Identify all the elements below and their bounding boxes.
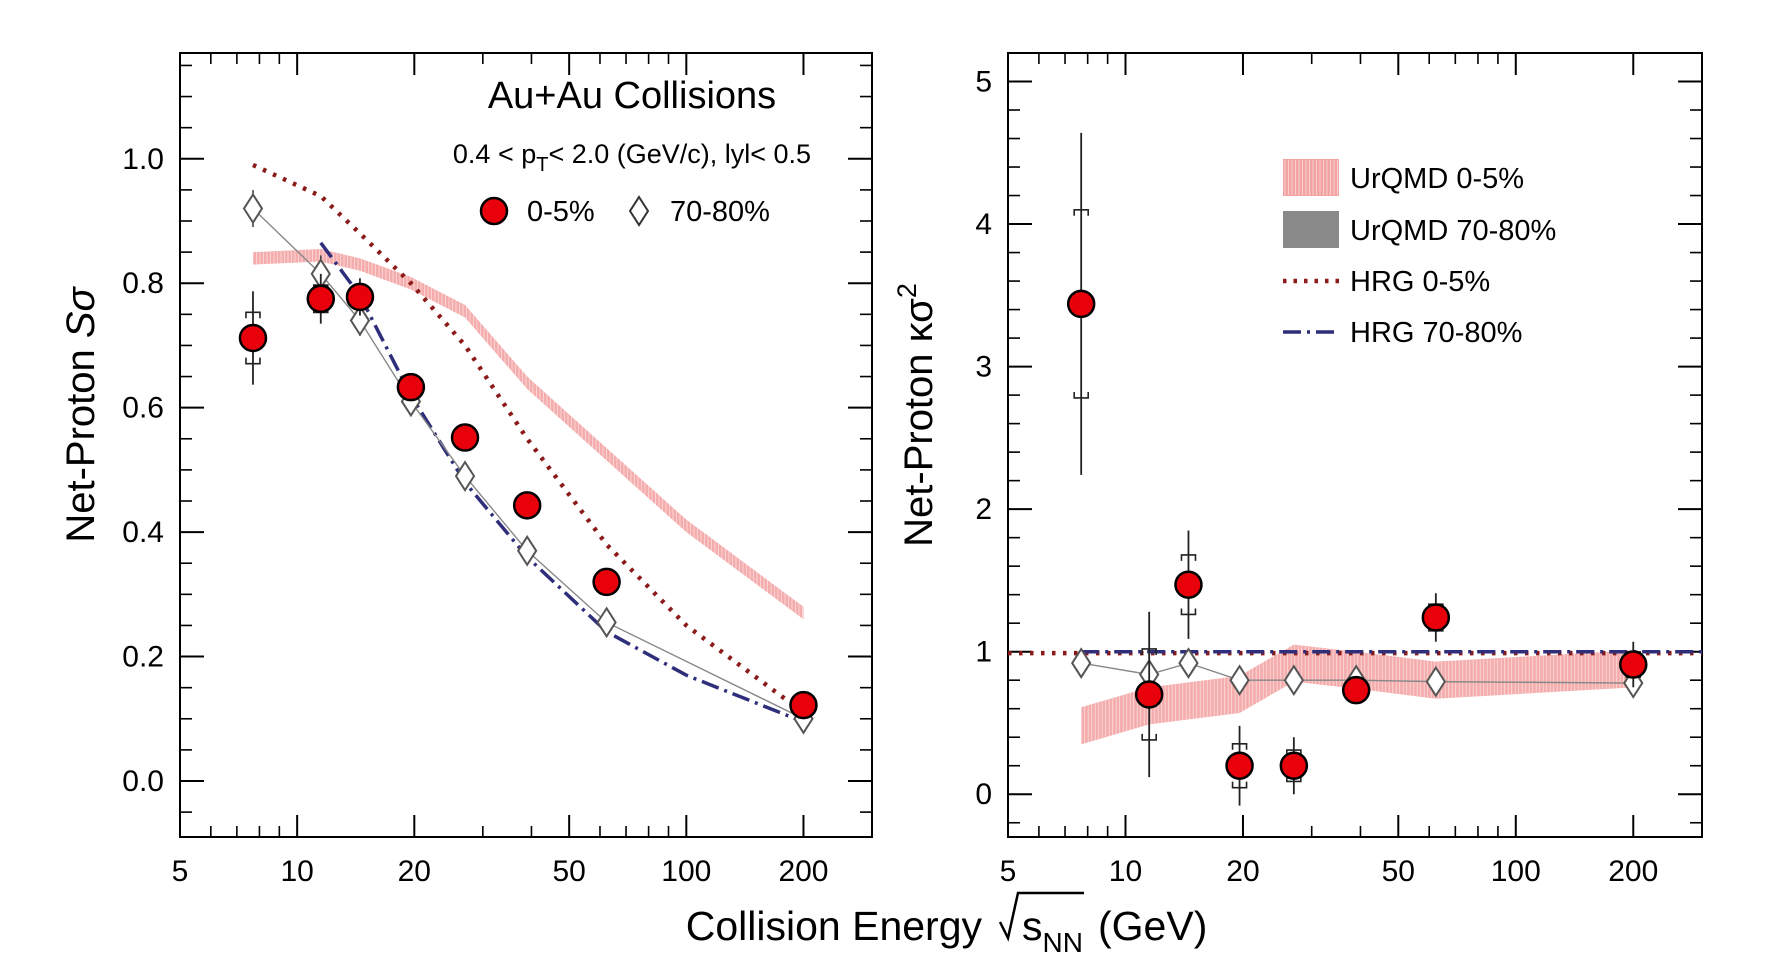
left-central-point xyxy=(306,284,336,314)
right-central-syst-bottom xyxy=(1231,781,1248,789)
left-peripheral-point xyxy=(454,460,476,492)
right-plot-area xyxy=(1008,132,1702,806)
legend-marker-70-80 xyxy=(628,195,650,227)
right-peripheral-point xyxy=(1071,647,1092,679)
sqrt-symbol xyxy=(998,891,1084,942)
legend-label-hrg-central: HRG 0-5% xyxy=(1350,266,1490,298)
left-peripheral-point xyxy=(242,192,264,225)
right-plot-frame xyxy=(1007,52,1703,838)
legend-swatch-hatch xyxy=(1284,160,1338,195)
left-ytick-label: 0.6 xyxy=(122,392,164,425)
legend-label-urqmd-peripheral: UrQMD 70-80% xyxy=(1350,215,1556,247)
legend-label-70-80: 70-80% xyxy=(670,196,770,228)
left-urqmd-hatch xyxy=(252,249,803,619)
right-series xyxy=(1008,132,1702,806)
legend-label-urqmd-central: UrQMD 0-5% xyxy=(1350,163,1524,195)
left-ytick-label: 0.2 xyxy=(122,641,164,674)
x-axis-title-unit: (GeV) xyxy=(1098,903,1207,949)
right-central-point xyxy=(1134,680,1164,709)
right-ytick-label: 3 xyxy=(975,351,992,384)
right-central-syst-bottom xyxy=(1141,733,1157,741)
left-xtick-label: 20 xyxy=(398,855,431,888)
left-xtick-label: 5 xyxy=(172,855,189,888)
right-ytick-label: 4 xyxy=(975,208,992,241)
left-central-point xyxy=(450,423,480,452)
right-ytick-label: 2 xyxy=(975,493,992,526)
right-xtick-label: 5 xyxy=(1000,855,1017,888)
left-panel: 5 10 20 50 100 200 0.0 0.2 0.4 0.6 0.8 1.0 Au+Au Co… xyxy=(59,52,873,888)
left-ytick-label: 1.0 xyxy=(122,143,164,176)
left-xtick-label: 10 xyxy=(280,855,313,888)
left-peripheral-point xyxy=(349,304,371,337)
left-plot-area xyxy=(238,162,818,735)
left-xtick-label: 50 xyxy=(552,855,585,888)
left-series xyxy=(238,162,818,735)
left-central-syst-top xyxy=(245,311,261,319)
left-central-point xyxy=(238,323,268,353)
left-hrg-central-line xyxy=(252,162,805,715)
left-central-syst-bottom xyxy=(245,357,261,365)
left-peripheral-connector xyxy=(252,208,804,720)
left-ticks: 5 10 20 50 100 200 0.0 0.2 0.4 0.6 0.8 1.0 xyxy=(122,53,872,888)
right-ytick-label: 1 xyxy=(975,636,992,669)
left-hrg-peripheral-line xyxy=(319,241,805,724)
right-central-point xyxy=(1174,570,1203,599)
legend-label-0-5: 0-5% xyxy=(527,196,595,228)
left-xtick-label: 200 xyxy=(778,855,828,888)
left-ytick-label: 0.4 xyxy=(122,516,164,549)
right-central-point xyxy=(1341,675,1371,705)
right-urqmd-central-band xyxy=(1081,644,1634,745)
left-title: Au+Au Collisions xyxy=(488,75,776,117)
right-legend: UrQMD 0-5% UrQMD 70-80% HRG 0-5% HRG 70-… xyxy=(1283,159,1556,349)
right-central-syst-top xyxy=(1231,742,1248,750)
legend-marker-0-5 xyxy=(479,196,509,226)
legend-swatch-urqmd-peripheral xyxy=(1283,211,1339,248)
left-plot-frame xyxy=(179,52,873,838)
right-panel: 5 10 20 50 100 200 0 1 2 3 4 5 UrQMD 0-5% UrQMD 70-… xyxy=(892,52,1703,888)
right-central-point xyxy=(1225,751,1254,780)
left-subtitle: 0.4 < pT< 2.0 (GeV/c), lyl< 0.5 xyxy=(453,139,811,176)
left-xtick-label: 100 xyxy=(661,855,711,888)
x-axis-title-sqrt: sNN xyxy=(1022,903,1083,958)
right-central-point xyxy=(1421,603,1451,632)
right-central-point xyxy=(1066,289,1096,319)
x-axis-title-text: Collision Energy xyxy=(686,903,983,949)
right-ytick-label: 5 xyxy=(975,66,992,99)
left-central-point xyxy=(512,491,542,520)
left-ytick-label: 0.0 xyxy=(122,765,164,798)
left-peripheral-point xyxy=(596,606,617,639)
left-y-axis-title: Net-Proton Sσ xyxy=(59,285,103,542)
left-legend: 0-5% 70-80% xyxy=(479,195,770,228)
right-xtick-label: 20 xyxy=(1226,855,1259,888)
right-central-syst-top xyxy=(1073,209,1089,216)
right-central-point xyxy=(1279,751,1309,780)
left-peripheral-point xyxy=(516,534,538,567)
right-central-syst-bottom xyxy=(1286,775,1302,783)
shared-x-axis-title: Collision Energy sNN (GeV) xyxy=(686,891,1207,958)
left-central-point xyxy=(789,690,818,720)
right-xtick-label: 50 xyxy=(1382,855,1415,888)
right-peripheral-point xyxy=(1283,664,1305,697)
right-ytick-label: 0 xyxy=(975,778,992,811)
left-central-point xyxy=(592,567,621,597)
right-central-syst-bottom xyxy=(1180,608,1197,616)
left-central-point xyxy=(345,282,375,312)
right-xtick-label: 100 xyxy=(1491,855,1541,888)
left-ytick-label: 0.8 xyxy=(122,267,164,300)
right-central-syst-top xyxy=(1141,648,1157,655)
right-xtick-label: 10 xyxy=(1109,855,1142,888)
right-central-syst-bottom xyxy=(1073,391,1089,399)
right-y-axis-title: Net-Proton κσ2 xyxy=(892,283,941,547)
right-xtick-label: 200 xyxy=(1608,855,1658,888)
right-ticks: 5 10 20 50 100 200 0 1 2 3 4 5 xyxy=(975,53,1702,888)
legend-label-hrg-peripheral: HRG 70-80% xyxy=(1350,317,1522,349)
right-peripheral-point xyxy=(1178,647,1199,679)
left-central-point xyxy=(396,372,426,402)
right-central-point xyxy=(1619,650,1648,679)
right-peripheral-point xyxy=(1229,664,1250,697)
right-central-syst-top xyxy=(1180,554,1197,561)
right-central-syst-top xyxy=(1286,749,1302,757)
right-peripheral-point xyxy=(1425,665,1447,698)
